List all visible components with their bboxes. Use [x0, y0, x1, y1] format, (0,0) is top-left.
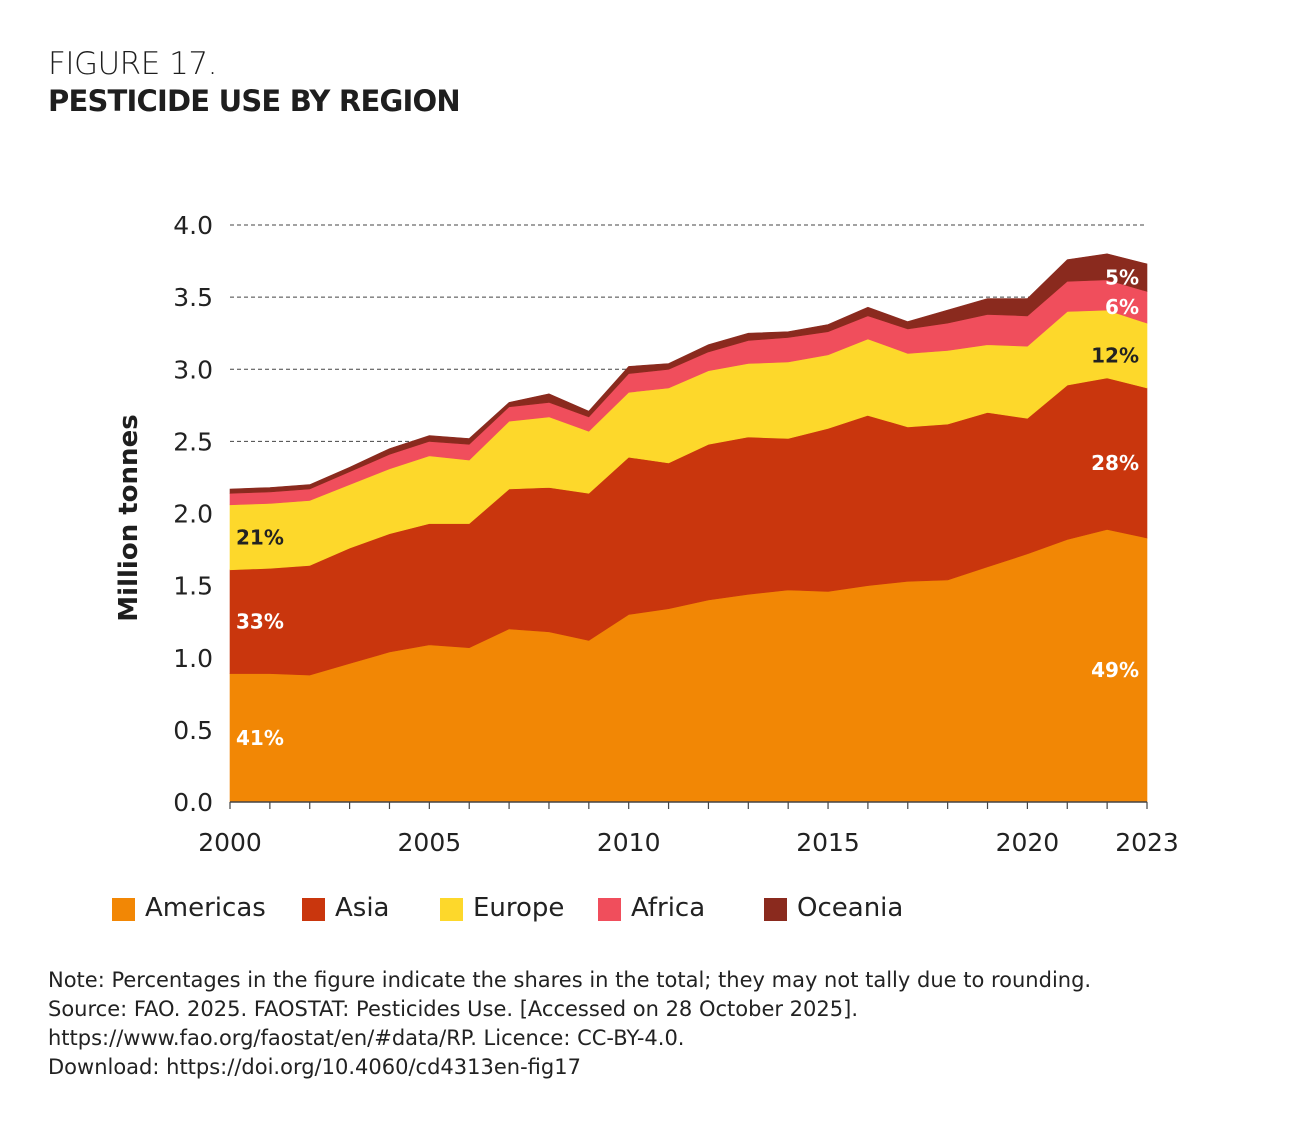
- y-axis-title: Million tonnes: [114, 414, 144, 621]
- legend-swatch-africa: [598, 898, 621, 921]
- download-link[interactable]: Download: https://doi.org/10.4060/cd4313…: [48, 1055, 581, 1079]
- legend-label-europe: Europe: [473, 893, 565, 923]
- x-tick-label-2020: 2020: [996, 828, 1060, 857]
- area-series: [229, 253, 1148, 803]
- y-tick-label-0-0: 0.0: [173, 788, 213, 817]
- share-annotations: 41% 33% 21% 49% 28% 12% 6% 5%: [236, 266, 1139, 750]
- annotation-africa-2023: 6%: [1105, 295, 1139, 319]
- x-axis-ticks: 2000 2005 2010 2015 2020 2023: [198, 801, 1179, 857]
- x-tick-label-2005: 2005: [398, 828, 462, 857]
- y-tick-label-0-5: 0.5: [173, 716, 213, 745]
- annotation-europe-2023: 12%: [1091, 344, 1139, 368]
- legend-swatch-asia: [302, 898, 325, 921]
- legend-swatch-europe: [440, 898, 463, 921]
- legend-label-americas: Americas: [145, 893, 266, 923]
- annotation-oceania-2023: 5%: [1105, 266, 1139, 290]
- source-text: Source: FAO. 2025. FAOSTAT: Pesticides U…: [48, 997, 858, 1021]
- area-oceania: [229, 253, 1148, 494]
- y-tick-label-1-0: 1.0: [173, 644, 213, 673]
- annotation-asia-2023: 28%: [1091, 451, 1139, 475]
- note-text: Note: Percentages in the figure indicate…: [48, 968, 1092, 992]
- x-tick-label-2023: 2023: [1115, 828, 1179, 857]
- y-axis-ticks: 0.0 0.5 1.0 1.5 2.0 2.5 3.0 3.5 4.0: [173, 211, 213, 817]
- x-tick-label-2000: 2000: [198, 828, 262, 857]
- annotation-americas-2023: 49%: [1091, 658, 1139, 682]
- legend-label-oceania: Oceania: [797, 893, 904, 923]
- legend-label-asia: Asia: [335, 893, 390, 923]
- source-url-link[interactable]: https://www.fao.org/faostat/en/#data/RP.…: [48, 1026, 685, 1050]
- y-tick-label-3-5: 3.5: [173, 283, 213, 312]
- figure-title: PESTICIDE USE BY REGION: [48, 84, 461, 118]
- y-tick-label-3-0: 3.0: [173, 355, 213, 384]
- figure-label: FIGURE 17.: [48, 46, 217, 82]
- annotation-americas-2000: 41%: [236, 726, 284, 750]
- legend-swatch-oceania: [764, 898, 787, 921]
- annotation-asia-2000: 33%: [236, 610, 284, 634]
- y-tick-label-4-0: 4.0: [173, 211, 213, 240]
- annotation-europe-2000: 21%: [236, 525, 284, 549]
- notes-block: Note: Percentages in the figure indicate…: [48, 966, 1091, 1082]
- legend-swatch-americas: [112, 898, 135, 921]
- x-tick-label-2010: 2010: [597, 828, 661, 857]
- y-tick-label-2-0: 2.0: [173, 500, 213, 529]
- legend-label-africa: Africa: [631, 893, 706, 923]
- x-tick-label-2015: 2015: [796, 828, 860, 857]
- y-tick-label-1-5: 1.5: [173, 572, 213, 601]
- y-tick-label-2-5: 2.5: [173, 427, 213, 456]
